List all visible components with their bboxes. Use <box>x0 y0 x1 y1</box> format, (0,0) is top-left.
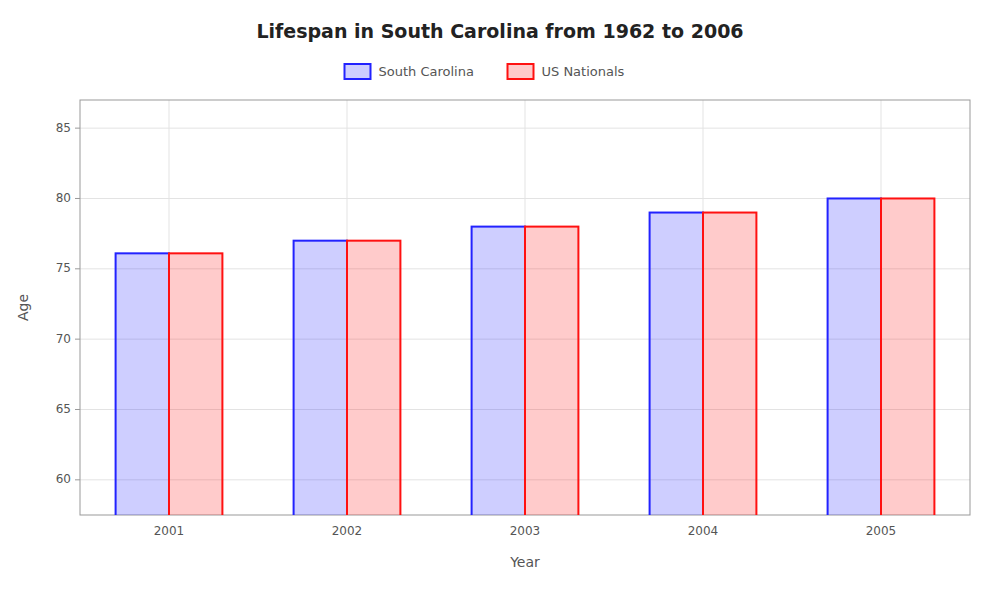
tick-mark <box>75 268 80 269</box>
legend-swatch <box>508 64 534 79</box>
x-tick-label: 2005 <box>866 524 897 538</box>
x-axis-label: Year <box>509 554 540 570</box>
legend-swatch <box>345 64 371 79</box>
legend: South Carolina US Nationals <box>345 64 625 80</box>
legend-label: US Nationals <box>542 64 625 79</box>
bar <box>116 253 169 515</box>
tick-mark <box>75 198 80 199</box>
bar <box>881 198 934 515</box>
legend-label: South Carolina <box>379 64 474 79</box>
y-tick-label: 80 <box>56 191 71 205</box>
chart: 60 65 70 75 80 85 2001 2002 2003 2004 2005 Year Age L… <box>0 0 1000 600</box>
x-tick-label: 2001 <box>154 524 185 538</box>
bar <box>828 198 881 515</box>
x-tick-label: 2003 <box>510 524 541 538</box>
bar <box>525 227 578 515</box>
chart-container: 60 65 70 75 80 85 2001 2002 2003 2004 2005 Year Age L… <box>0 0 1000 600</box>
y-tick-label: 75 <box>56 261 71 275</box>
y-tick-label: 85 <box>56 121 71 135</box>
bar <box>650 213 703 515</box>
bars <box>116 198 935 515</box>
bar <box>169 253 222 515</box>
y-tick-label: 60 <box>56 472 71 486</box>
x-tick-label: 2002 <box>332 524 363 538</box>
x-tick-label: 2004 <box>688 524 719 538</box>
y-tick-label: 70 <box>56 332 71 346</box>
bar <box>703 213 756 515</box>
tick-mark <box>75 479 80 480</box>
y-tick-label: 65 <box>56 402 71 416</box>
y-axis-label: Age <box>15 294 31 321</box>
bar <box>347 241 400 515</box>
tick-mark <box>75 128 80 129</box>
tick-mark <box>75 409 80 410</box>
tick-mark <box>75 339 80 340</box>
bar <box>294 241 347 515</box>
title: Lifespan in South Carolina from 1962 to … <box>256 20 743 42</box>
bar <box>472 227 525 515</box>
